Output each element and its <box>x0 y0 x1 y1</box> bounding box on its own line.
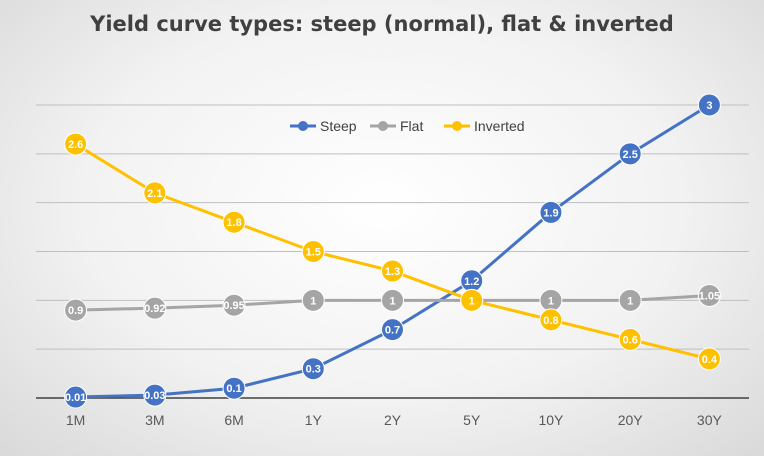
data-label: 1 <box>469 295 475 307</box>
data-point <box>697 283 721 307</box>
legend-label: Flat <box>400 118 423 134</box>
data-label: 1.05 <box>699 290 720 302</box>
data-label: 0.01 <box>65 392 86 404</box>
data-label: 1.3 <box>385 266 400 278</box>
data-point <box>64 385 88 409</box>
series-layer: 0.01 0.03 0.1 0.3 0.7 1.2 1.9 2.5 3 0.9 0.92 0.95 1 1… <box>64 93 721 409</box>
data-label: 1 <box>548 295 554 307</box>
data-label: 0.03 <box>144 390 165 402</box>
legend-marker <box>298 121 308 131</box>
legend-item-steep: Steep <box>290 118 357 134</box>
data-point <box>539 200 563 224</box>
x-axis: 1M 3M 6M 1Y 2Y 5Y 10Y 20Y 30Y <box>36 397 749 428</box>
legend-label: Inverted <box>474 118 525 134</box>
data-point <box>618 327 642 351</box>
x-tick-label: 10Y <box>538 412 564 428</box>
legend-item-inverted: Inverted <box>444 118 525 134</box>
data-label: 0.6 <box>623 334 638 346</box>
data-label: 0.92 <box>144 303 165 315</box>
gridlines <box>36 104 749 350</box>
data-label: 1.8 <box>226 217 241 229</box>
data-point <box>381 288 404 312</box>
data-point <box>381 259 404 283</box>
data-point <box>697 93 721 117</box>
data-point <box>539 308 563 332</box>
x-tick-label: 1Y <box>305 412 323 428</box>
data-point <box>460 288 484 312</box>
data-label: 1.9 <box>543 207 558 219</box>
series-steep: 0.01 0.03 0.1 0.3 0.7 1.2 1.9 2.5 3 <box>64 93 721 409</box>
data-point <box>618 288 642 312</box>
data-point <box>222 293 246 317</box>
legend: Steep Flat Inverted <box>290 118 525 134</box>
data-label: 1.2 <box>464 276 479 288</box>
data-point <box>381 318 404 342</box>
data-point <box>301 288 325 312</box>
data-label: 0.4 <box>702 354 718 366</box>
legend-label: Steep <box>320 118 357 134</box>
x-tick-label: 30Y <box>697 412 723 428</box>
data-point <box>301 240 325 263</box>
data-label: 3 <box>706 100 712 112</box>
data-label: 0.1 <box>226 383 241 395</box>
series-inverted: 2.6 2.1 1.8 1.5 1.3 1 0.8 0.6 0.4 <box>64 132 721 371</box>
data-point <box>618 142 642 166</box>
data-point <box>301 357 325 381</box>
data-label: 0.7 <box>385 325 400 337</box>
data-label: 0.95 <box>223 300 244 312</box>
data-label: 0.9 <box>68 305 83 317</box>
data-label: 2.1 <box>147 188 162 200</box>
data-label: 1 <box>627 295 633 307</box>
x-tick-label: 1M <box>66 412 85 428</box>
legend-item-flat: Flat <box>370 118 423 134</box>
data-label: 1 <box>389 295 395 307</box>
x-tick-label: 3M <box>145 412 164 428</box>
data-point <box>697 347 721 371</box>
data-point <box>222 210 246 234</box>
x-tick-label: 20Y <box>618 412 644 428</box>
data-point <box>222 376 246 400</box>
x-tick-label: 5Y <box>463 412 481 428</box>
data-point <box>64 298 88 322</box>
x-tick-label: 6M <box>224 412 243 428</box>
data-label: 1.5 <box>306 247 321 259</box>
data-point <box>143 383 167 407</box>
data-label: 0.8 <box>543 315 558 327</box>
data-label: 2.6 <box>68 139 83 151</box>
data-point <box>143 181 167 205</box>
legend-marker <box>452 121 462 131</box>
data-label: 2.5 <box>623 149 638 161</box>
data-point <box>143 296 167 320</box>
data-label: 0.3 <box>306 364 321 376</box>
data-point <box>64 132 88 156</box>
data-label: 1 <box>310 295 316 307</box>
legend-marker <box>378 121 388 131</box>
chart-title: Yield curve types: steep (normal), flat … <box>90 12 674 36</box>
x-tick-label: 2Y <box>384 412 402 428</box>
series-flat: 0.9 0.92 0.95 1 1 1 1 1 1.05 <box>64 283 721 322</box>
